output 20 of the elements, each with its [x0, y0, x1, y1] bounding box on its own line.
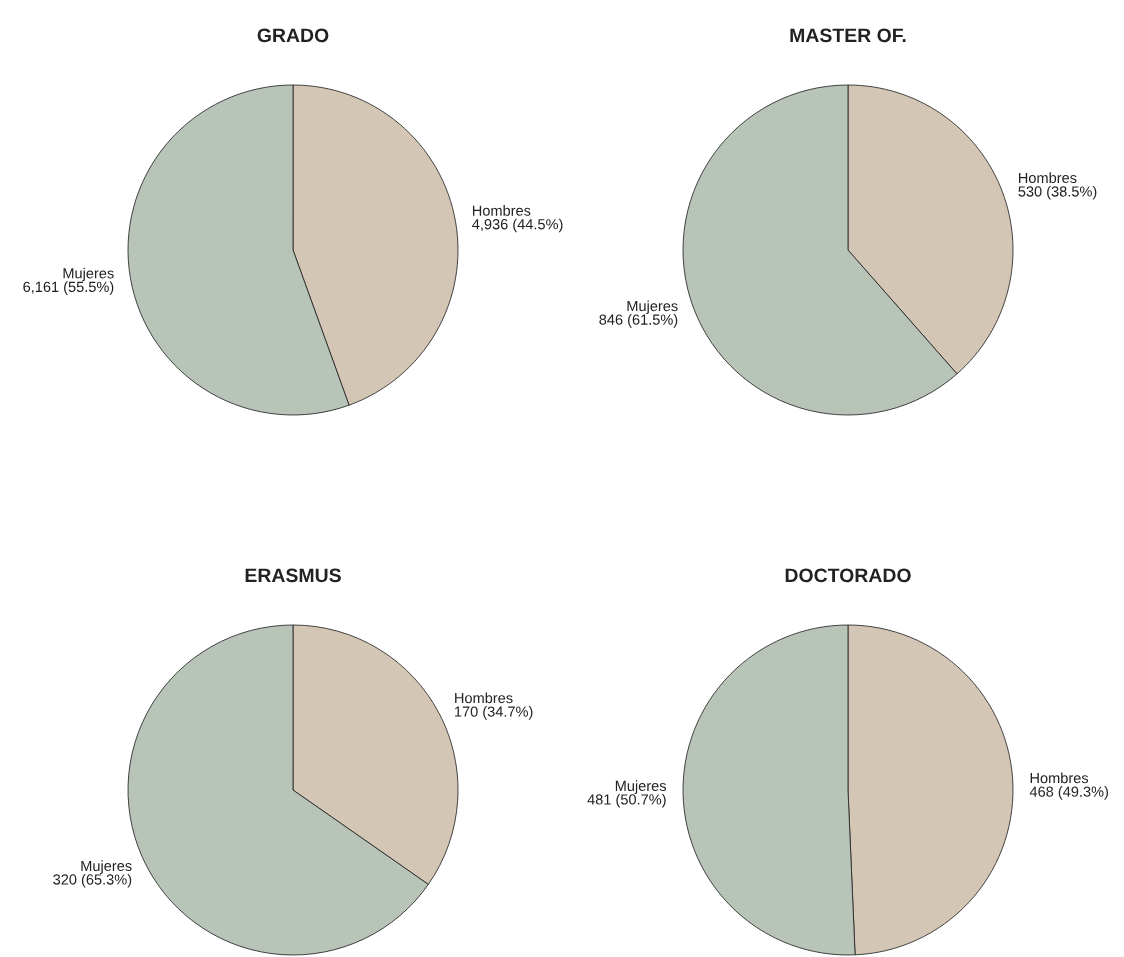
slice-label: Mujeres	[81, 860, 132, 874]
slice-label: Mujeres	[615, 780, 667, 794]
slice-label: Mujeres	[627, 300, 678, 315]
data-label: 846 (61.5%)	[599, 314, 678, 328]
slice-label: Mujeres	[63, 267, 114, 282]
chart-title: DOCTORADO	[785, 568, 911, 583]
data-label: 170 (34.7%)	[455, 706, 533, 720]
slice-label: Hombres	[1019, 172, 1077, 184]
data-label: 6,161 (55.5%)	[23, 281, 114, 295]
data-label: 481 (50.7%)	[587, 793, 666, 808]
chart-title: ERASMUS	[245, 568, 341, 583]
chart-title: MASTER OF.	[790, 28, 906, 43]
slice-label: Hombres	[1030, 772, 1089, 784]
data-label: 530 (38.5%)	[1018, 185, 1097, 200]
slice-label: Hombres	[472, 205, 531, 216]
data-label: 4,936 (44.5%)	[472, 218, 563, 233]
data-label: 320 (65.3%)	[53, 873, 132, 888]
chart-title: GRADO	[257, 28, 329, 43]
slice-label: Hombres	[455, 692, 513, 704]
data-label: 468 (49.3%)	[1029, 786, 1108, 800]
